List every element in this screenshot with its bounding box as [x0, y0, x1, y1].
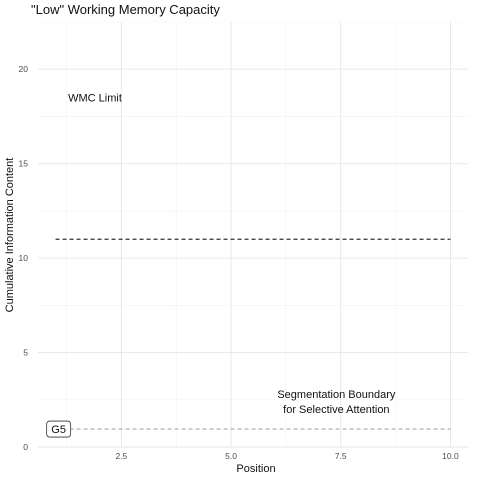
x-tick-label: 10.0 — [442, 451, 459, 461]
x-tick-label: 5.0 — [225, 451, 237, 461]
y-axis-label: Cumulative Information Content — [4, 158, 16, 313]
x-tick-label: 7.5 — [335, 451, 347, 461]
chart-title: "Low" Working Memory Capacity — [31, 2, 220, 17]
x-axis-label: Position — [236, 463, 275, 475]
annotation-text: for Selective Attention — [283, 404, 389, 416]
y-tick-label: 5 — [23, 348, 28, 358]
y-tick-label: 10 — [19, 253, 29, 263]
y-tick-label: 20 — [19, 64, 29, 74]
x-tick-label: 2.5 — [115, 451, 127, 461]
g5-label-box — [46, 420, 72, 438]
annotation-text: Segmentation Boundary — [277, 389, 396, 401]
y-tick-label: 15 — [19, 159, 29, 169]
g5-label: G5 — [51, 424, 66, 436]
y-tick-label: 0 — [23, 442, 28, 452]
annotation-text: WMC Limit — [68, 93, 122, 105]
